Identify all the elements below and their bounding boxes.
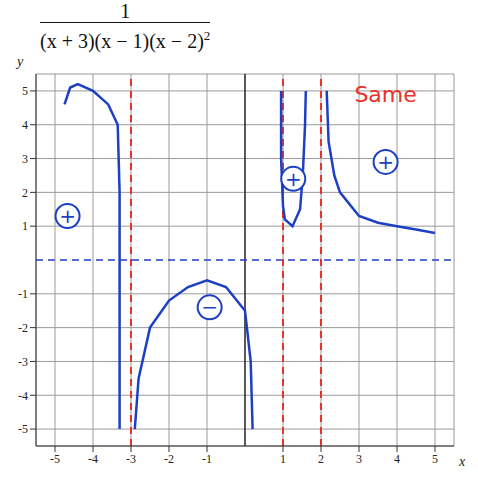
- html-text:(x + 3)(x − 1)(x − 2)2: (x + 3)(x − 1)(x − 2)2: [40, 27, 211, 52]
- svg-text:-2: -2: [18, 321, 28, 335]
- svg-text:5: 5: [432, 452, 438, 466]
- svg-text:+: +: [377, 150, 394, 174]
- svg-text:2: 2: [22, 186, 28, 200]
- svg-text:1: 1: [22, 219, 28, 233]
- svg-text:-2: -2: [164, 452, 174, 466]
- svg-text:-5: -5: [50, 452, 60, 466]
- svg-text:-5: -5: [18, 422, 28, 436]
- svg-text:x: x: [458, 454, 466, 469]
- svg-text:4: 4: [394, 452, 400, 466]
- svg-text:-1: -1: [202, 452, 212, 466]
- svg-text:5: 5: [22, 84, 28, 98]
- svg-text:-4: -4: [88, 452, 98, 466]
- svg-text:−: −: [201, 295, 218, 319]
- svg-text:-3: -3: [18, 355, 28, 369]
- svg-text:3: 3: [22, 152, 28, 166]
- svg-text:2: 2: [318, 452, 324, 466]
- svg-text:-4: -4: [18, 389, 28, 403]
- svg-text:3: 3: [356, 452, 362, 466]
- svg-text:-3: -3: [126, 452, 136, 466]
- svg-text:+: +: [59, 204, 76, 228]
- html-text:1: 1: [120, 0, 131, 22]
- svg-text:-1: -1: [18, 287, 28, 301]
- svg-text:+: +: [285, 167, 302, 191]
- svg-text:Same: Same: [354, 82, 416, 107]
- svg-text:4: 4: [22, 118, 28, 132]
- svg-text:y: y: [15, 54, 24, 69]
- svg-text:1: 1: [280, 452, 286, 466]
